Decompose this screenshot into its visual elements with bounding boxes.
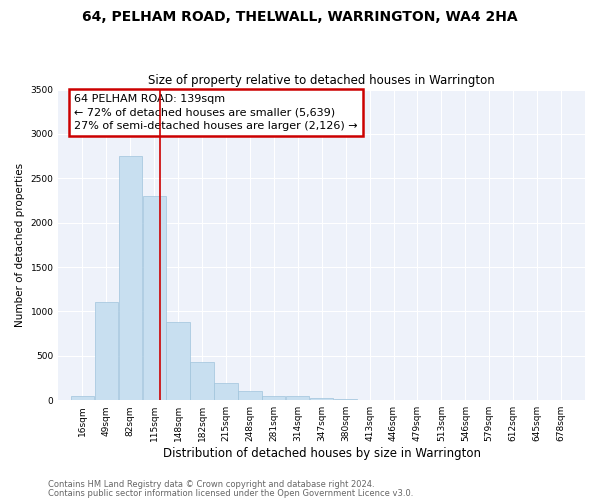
Bar [119, 156, 142, 400]
Bar [214, 384, 238, 400]
Y-axis label: Number of detached properties: Number of detached properties [15, 163, 25, 327]
Text: 64, PELHAM ROAD, THELWALL, WARRINGTON, WA4 2HA: 64, PELHAM ROAD, THELWALL, WARRINGTON, W… [82, 10, 518, 24]
Bar [286, 396, 310, 400]
Text: 64 PELHAM ROAD: 139sqm
← 72% of detached houses are smaller (5,639)
27% of semi-: 64 PELHAM ROAD: 139sqm ← 72% of detached… [74, 94, 358, 130]
Bar [143, 196, 166, 400]
Text: Contains HM Land Registry data © Crown copyright and database right 2024.: Contains HM Land Registry data © Crown c… [48, 480, 374, 489]
Text: Contains public sector information licensed under the Open Government Licence v3: Contains public sector information licen… [48, 488, 413, 498]
Bar [238, 392, 262, 400]
Title: Size of property relative to detached houses in Warrington: Size of property relative to detached ho… [148, 74, 495, 87]
X-axis label: Distribution of detached houses by size in Warrington: Distribution of detached houses by size … [163, 447, 481, 460]
Bar [190, 362, 214, 400]
Bar [95, 302, 118, 400]
Bar [71, 396, 94, 400]
Bar [262, 396, 286, 400]
Bar [166, 322, 190, 400]
Bar [310, 398, 334, 400]
